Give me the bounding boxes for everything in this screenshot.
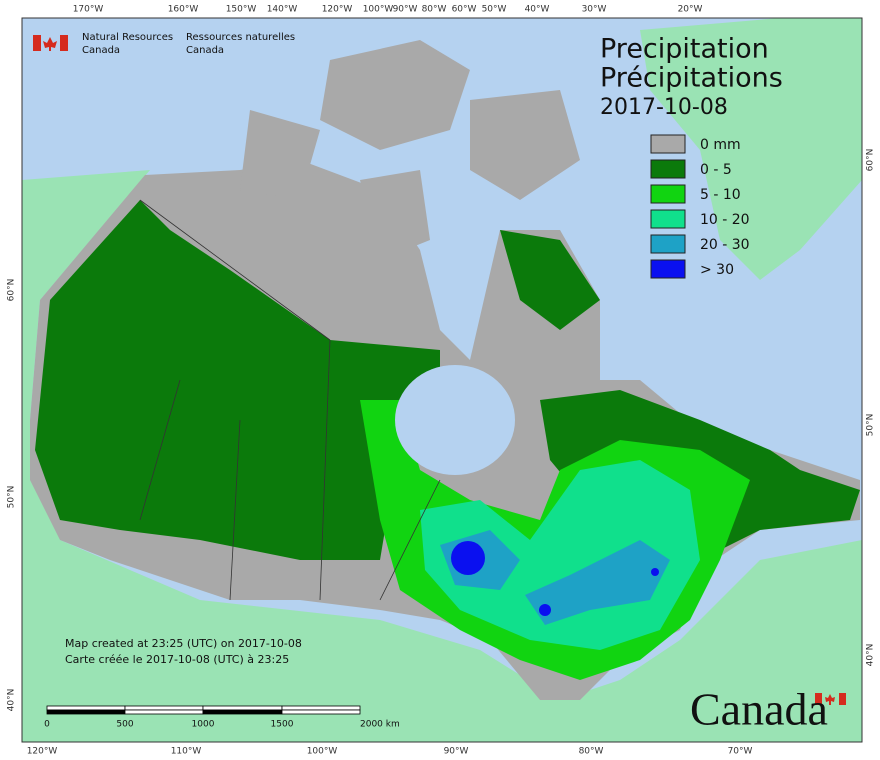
legend-label: 10 - 20	[700, 212, 750, 228]
graticule-label: 100°W	[307, 747, 338, 757]
frame	[21, 17, 863, 743]
legend-label: 0 mm	[700, 137, 741, 153]
graticule-label: 40°N	[866, 644, 876, 667]
united-states	[22, 170, 862, 742]
graticule-label: 150°W	[226, 5, 257, 15]
flag-bar	[33, 35, 41, 51]
graticule-label: 170°W	[73, 5, 104, 15]
legend-swatch	[650, 159, 686, 179]
legend-label: > 30	[700, 262, 734, 278]
graticule-label: 80°W	[579, 747, 604, 757]
graticule-label: 110°W	[171, 747, 202, 757]
org-fr: Canada	[186, 45, 224, 56]
rain-20-30	[440, 530, 670, 625]
scale-segment	[281, 709, 361, 715]
flag-bar	[839, 693, 846, 705]
graticule-label: 140°W	[267, 5, 298, 15]
rain-over-30	[451, 541, 485, 575]
boundaries	[139, 199, 441, 601]
graticule-label: 20°W	[678, 5, 703, 15]
scale-label: 500	[116, 720, 133, 730]
org-fr: Ressources naturelles	[186, 32, 295, 43]
scale-segment	[202, 709, 283, 715]
graticule-label: 160°W	[168, 5, 199, 15]
hudson-bay	[395, 365, 515, 475]
scale-segment	[46, 705, 126, 711]
graticule-label: 70°W	[728, 747, 753, 757]
graticule-label: 100°W	[363, 5, 394, 15]
graticule-label: 120°W	[27, 747, 58, 757]
credit: Map created at 23:25 (UTC) on 2017-10-08	[65, 637, 302, 650]
graticule-label: 30°W	[582, 5, 607, 15]
graticule-label: 90°W	[393, 5, 418, 15]
maple-leaf	[43, 37, 57, 51]
legend-label: 0 - 5	[700, 162, 732, 178]
rain-over-30	[651, 568, 659, 576]
legend-label: 5 - 10	[700, 187, 741, 203]
title-fr: Précipitations	[600, 63, 783, 94]
graticule-label: 60°N	[7, 279, 17, 302]
legend-swatch	[650, 234, 686, 254]
legend-swatch	[650, 259, 686, 279]
legend-label: 20 - 30	[700, 237, 750, 253]
scale-label: 0	[44, 720, 50, 730]
org-en: Canada	[82, 45, 120, 56]
greenland	[640, 18, 862, 280]
map-body	[22, 18, 862, 742]
graticule-label: 120°W	[322, 5, 353, 15]
title-date: 2017-10-08	[600, 95, 728, 120]
graticule-label: 40°N	[7, 689, 17, 712]
flag-bar	[815, 693, 822, 705]
graticule-label: 60°W	[452, 5, 477, 15]
legend-swatch	[650, 184, 686, 204]
scale-segment	[281, 705, 361, 711]
graticule-label: 50°N	[7, 486, 17, 509]
scale-label: 2000 km	[360, 720, 400, 730]
title-en: Precipitation	[600, 34, 769, 65]
maple-leaf	[825, 694, 835, 705]
scale-label: 1000	[192, 720, 215, 730]
scale-segment	[124, 705, 204, 711]
scale-label: 1500	[271, 720, 294, 730]
scale-segment	[46, 709, 126, 715]
scale-segment	[202, 705, 283, 711]
graticule-label: 40°W	[525, 5, 550, 15]
scale-segment	[124, 709, 204, 715]
credit: Carte créée le 2017-10-08 (UTC) à 23:25	[65, 653, 289, 666]
org-en: Natural Resources	[82, 32, 173, 43]
graticule-label: 80°W	[422, 5, 447, 15]
rain-over-30	[539, 604, 551, 616]
rain-0-5-west	[35, 200, 440, 560]
graticule-label: 60°N	[866, 149, 876, 172]
legend-swatch	[650, 209, 686, 229]
flag-bar	[60, 35, 68, 51]
legend-swatch	[650, 134, 686, 154]
graticule-label: 50°N	[866, 414, 876, 437]
graticule-label: 50°W	[482, 5, 507, 15]
graticule-label: 90°W	[444, 747, 469, 757]
wordmark: Canada	[690, 684, 828, 735]
arctic-islands	[240, 40, 580, 260]
